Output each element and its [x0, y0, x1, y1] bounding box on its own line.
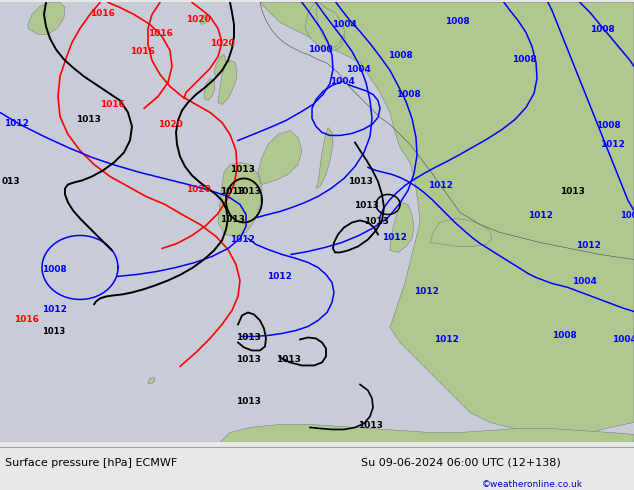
- Text: 1016: 1016: [90, 9, 115, 19]
- Polygon shape: [305, 2, 345, 52]
- Text: 1008: 1008: [596, 122, 621, 130]
- Text: 1013: 1013: [236, 334, 261, 343]
- Text: 1013: 1013: [76, 116, 101, 124]
- Polygon shape: [218, 163, 262, 237]
- Text: 1016: 1016: [148, 29, 173, 38]
- Text: 1013: 1013: [276, 355, 301, 365]
- Text: 1012: 1012: [267, 272, 292, 281]
- Text: 1012: 1012: [576, 242, 601, 250]
- Text: 1012: 1012: [600, 141, 625, 149]
- Polygon shape: [204, 78, 215, 100]
- Text: 1013: 1013: [220, 188, 245, 196]
- Text: 1013: 1013: [220, 216, 245, 224]
- Text: 1013: 1013: [364, 218, 389, 226]
- Polygon shape: [200, 15, 208, 24]
- Polygon shape: [148, 377, 155, 384]
- Polygon shape: [390, 202, 414, 252]
- Text: 1012: 1012: [428, 181, 453, 191]
- Text: 1004: 1004: [572, 277, 597, 287]
- Text: 1012: 1012: [230, 236, 255, 245]
- Text: 1012: 1012: [42, 305, 67, 315]
- Polygon shape: [260, 2, 634, 435]
- Text: 1013: 1013: [354, 201, 379, 211]
- Text: 1004: 1004: [612, 336, 634, 344]
- Polygon shape: [214, 54, 226, 76]
- Text: 1000: 1000: [308, 46, 333, 54]
- Text: 1008: 1008: [620, 212, 634, 220]
- Polygon shape: [316, 127, 333, 189]
- Text: 1008: 1008: [552, 331, 577, 341]
- Text: 1008: 1008: [396, 91, 421, 99]
- Text: 1013: 1013: [348, 177, 373, 187]
- Text: 1016: 1016: [130, 48, 155, 56]
- Text: 1012: 1012: [4, 120, 29, 128]
- Polygon shape: [316, 2, 345, 48]
- Text: 1013: 1013: [230, 166, 255, 174]
- Text: 1016: 1016: [14, 316, 39, 324]
- Text: 1008: 1008: [445, 18, 470, 26]
- Polygon shape: [220, 424, 634, 442]
- Text: 1013: 1013: [236, 355, 261, 365]
- Polygon shape: [258, 130, 302, 184]
- Text: 1012: 1012: [528, 212, 553, 220]
- Text: 013: 013: [2, 177, 21, 187]
- Text: 1016: 1016: [100, 100, 125, 109]
- Text: 1008: 1008: [42, 266, 67, 274]
- Polygon shape: [430, 219, 492, 246]
- Text: Surface pressure [hPa] ECMWF: Surface pressure [hPa] ECMWF: [5, 458, 178, 468]
- Text: 1020: 1020: [158, 121, 183, 129]
- Text: 1013: 1013: [236, 397, 261, 407]
- Text: 1008: 1008: [512, 55, 537, 65]
- Text: 1013: 1013: [236, 188, 261, 196]
- Text: 1012: 1012: [382, 233, 407, 243]
- Text: Su 09-06-2024 06:00 UTC (12+138): Su 09-06-2024 06:00 UTC (12+138): [361, 458, 561, 468]
- Text: 1008: 1008: [590, 25, 615, 34]
- Text: 1020: 1020: [186, 16, 210, 24]
- Text: 1004: 1004: [346, 66, 371, 74]
- Text: 1004: 1004: [332, 21, 357, 29]
- Text: 1004: 1004: [330, 77, 355, 86]
- Text: 1012: 1012: [434, 336, 459, 344]
- Text: 1013: 1013: [42, 327, 65, 337]
- Text: 1013: 1013: [358, 421, 383, 430]
- Polygon shape: [218, 60, 237, 104]
- Text: 1020: 1020: [186, 185, 210, 195]
- Polygon shape: [28, 2, 65, 34]
- Text: ©weatheronline.co.uk: ©weatheronline.co.uk: [482, 480, 583, 489]
- Text: 1020: 1020: [210, 40, 235, 49]
- Text: 1013: 1013: [560, 188, 585, 196]
- Text: 1008: 1008: [388, 51, 413, 60]
- Text: 1012: 1012: [414, 288, 439, 296]
